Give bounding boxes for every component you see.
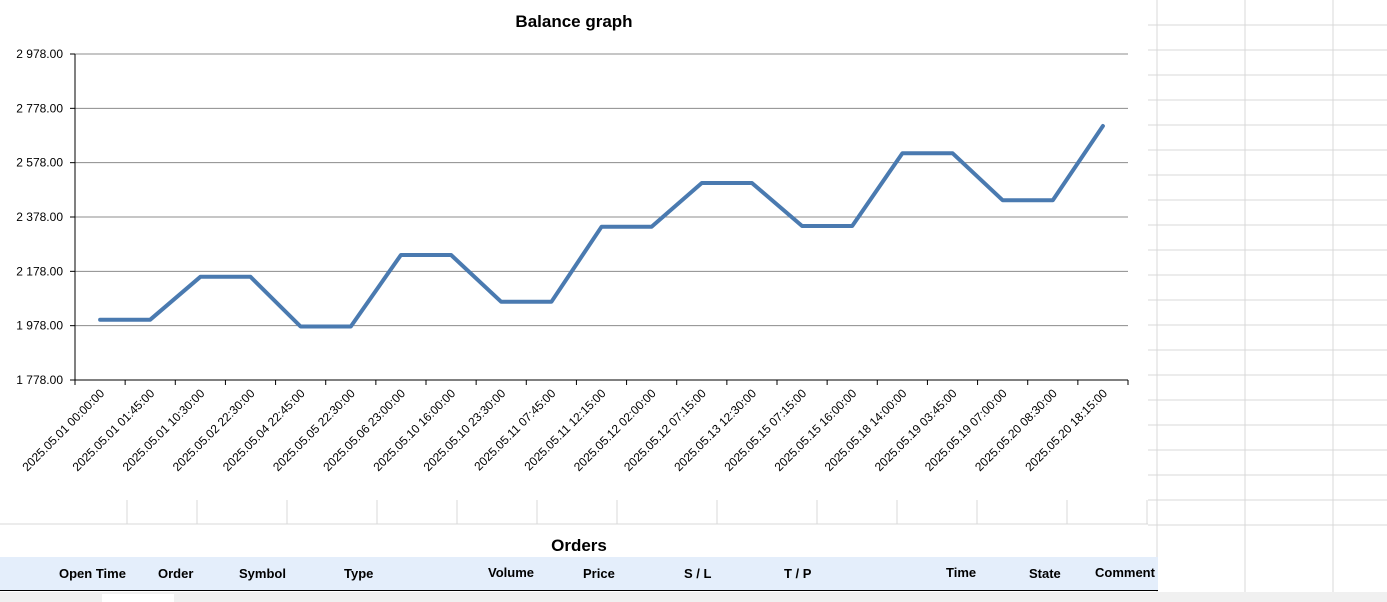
y-tick-label: 1 778.00 [16,373,63,387]
column-header-open-time: Open Time [59,566,126,581]
column-header-type: Type [344,566,374,581]
x-tick-label: 2025.05.20 08:30:00 [972,386,1060,474]
y-tick-label: 1 978.00 [16,319,63,333]
column-header-order: Order [158,566,194,581]
column-header-symbol: Symbol [239,566,286,581]
x-tick-label: 2025.05.18 14:00:00 [822,386,910,474]
orders-header-row: Open Time Order Symbol Type Volume Price… [0,557,1158,591]
balance-chart: Balance graph 2 978.00 2 778.00 2 578.00 2 … [16,12,1129,474]
x-tick-label: 2025.05.02 22:30:00 [170,386,258,474]
x-tick-label: 2025.05.05 22:30:00 [270,386,358,474]
x-tick-label: 2025.05.01 01:45:00 [70,386,158,474]
y-tick-label: 2 378.00 [16,210,63,224]
x-tick-label: 2025.05.15 07:15:00 [721,386,809,474]
sheet-tab[interactable] [102,594,174,602]
x-tick-label: 2025.05.12 02:00:00 [571,386,659,474]
chart-canvas: 2 978.00 2 778.00 2 578.00 2 378.00 2 178.00… [16,47,1129,474]
sheet-tab-strip [0,592,1387,602]
balance-series-line [98,124,1105,329]
column-header-volume: Volume [488,565,534,580]
y-tick-label: 2 178.00 [16,264,63,278]
column-header-tp: T / P [784,566,812,581]
y-tick-label: 2 978.00 [16,47,63,61]
x-tick-label: 2025.05.06 23:00:00 [320,386,408,474]
y-tick-label: 2 578.00 [16,156,63,170]
x-tick-label: 2025.05.19 03:45:00 [872,386,960,474]
x-tick-label: 2025.05.15 16:00:00 [772,386,860,474]
column-header-sl: S / L [684,566,712,581]
x-tick-label: 2025.05.01 10:30:00 [120,386,208,474]
x-tick-label: 2025.05.12 07:15:00 [621,386,709,474]
y-tick-label: 2 778.00 [16,101,63,115]
column-header-price: Price [583,566,615,581]
column-header-time: Time [946,565,977,580]
x-tick-label: 2025.05.01 00:00:00 [19,386,107,474]
x-tick-label: 2025.05.13 12:30:00 [671,386,759,474]
column-header-state: State [1029,566,1061,581]
x-tick-label: 2025.05.10 23:30:00 [421,386,509,474]
chart-title: Balance graph [515,12,633,31]
orders-title: Orders [551,536,607,555]
x-tick-label: 2025.05.20 18:15:00 [1022,386,1110,474]
x-tick-label: 2025.05.04 22:45:00 [220,386,308,474]
x-tick-label: 2025.05.19 07:00:00 [922,386,1010,474]
x-tick-label: 2025.05.10 16:00:00 [370,386,458,474]
column-header-comment: Comment [1095,565,1155,580]
